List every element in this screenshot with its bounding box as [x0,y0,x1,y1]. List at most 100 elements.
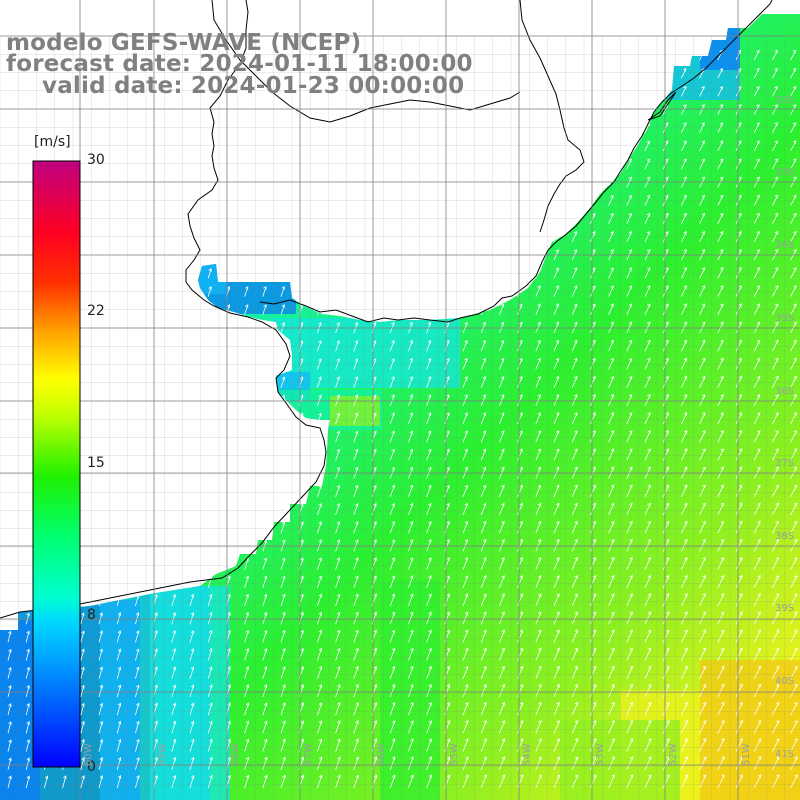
wind-arrow [626,448,633,461]
wind-arrow [571,738,579,752]
wind-arrow [171,304,176,315]
wind-arrow [681,484,688,497]
wind-arrow [717,502,725,516]
wind-arrow [317,448,322,461]
wind-arrow [462,339,468,352]
wind-arrow [389,412,395,425]
wind-arrow [644,756,652,770]
wind-arrow [535,231,541,243]
wind-arrow [244,774,250,789]
colorbar-gradient [32,160,81,768]
wind-arrow [681,520,688,534]
wind-arrow [262,394,267,406]
wind-arrow [262,684,268,698]
wind-arrow [25,268,30,279]
wind-arrow [681,158,687,170]
wind-arrow [717,375,724,388]
wind-arrow [735,412,743,425]
wind-arrow [353,666,359,679]
wind-arrow [462,575,469,588]
wind-arrow [626,104,632,115]
wind-arrow [244,485,249,497]
wind-arrow [207,213,212,224]
wind-arrow [116,702,121,716]
wind-arrow [116,232,121,243]
wind-arrow [735,701,743,716]
wind-arrow [480,122,486,133]
wind-arrow [553,448,560,461]
wind-arrow [790,756,798,770]
wind-arrow [189,720,195,734]
model-title: modelo GEFS-WAVE (NCEP) [6,30,362,56]
wind-arrow [772,212,779,224]
wind-arrow [280,285,285,297]
wind-arrow [98,105,102,115]
wind-arrow [553,50,559,61]
wind-arrow [480,575,487,588]
wind-arrow [135,268,139,279]
wind-arrow [517,394,523,406]
wind-arrow [262,430,267,443]
wind-arrow [207,195,212,206]
wind-arrow [135,738,140,752]
wind-arrow [644,158,651,170]
wind-arrow [80,123,84,133]
wind-arrow [7,503,12,516]
wind-arrow [699,448,706,461]
wind-arrow [244,394,249,406]
wind-arrow [25,630,30,643]
wind-arrow [662,67,669,79]
wind-arrow [280,104,285,115]
wind-arrow [753,502,761,516]
wind-arrow [244,213,249,224]
wind-arrow [590,683,597,698]
wind-arrow [753,575,761,588]
wind-arrow [499,611,505,625]
wind-arrow [116,557,121,570]
wind-arrow [590,665,597,679]
wind-arrow [280,611,286,625]
wind-arrow [116,268,121,279]
wind-arrow [462,702,469,716]
wind-arrow [753,339,761,352]
wind-arrow [699,701,707,716]
wind-arrow [662,774,670,789]
wind-arrow [389,702,396,716]
wind-arrow [389,647,396,661]
wind-arrow [553,303,559,315]
wind-arrow [462,195,468,206]
wind-arrow [7,666,12,679]
wind-arrow [353,177,358,188]
wind-arrow [262,448,267,461]
wind-arrow [499,484,505,497]
wind-arrow [462,358,468,370]
wind-arrow [25,757,30,770]
wind-arrow [517,774,524,789]
wind-arrow [681,212,687,224]
wind-arrow [681,683,688,698]
wind-arrow [116,413,121,425]
wind-arrow [207,485,212,497]
wind-arrow [426,484,432,497]
wind-arrow [608,665,615,679]
wind-arrow [171,612,176,625]
wind-arrow [772,683,780,698]
wind-arrow [335,376,340,388]
wind-arrow [116,141,121,152]
wind-arrow [135,195,139,206]
wind-arrow [480,358,486,370]
wind-arrow [408,394,413,406]
wind-arrow [626,701,634,716]
wind-arrow [371,122,376,133]
wind-arrow [389,122,395,133]
wind-arrow [772,412,779,425]
wind-arrow [408,176,413,188]
wind-arrow [626,647,634,661]
wind-arrow [517,484,523,497]
wind-arrow [116,630,121,643]
wind-arrow [499,520,505,534]
wind-arrow [25,232,29,243]
wind-arrow [790,629,798,643]
wind-arrow [462,213,468,224]
wind-arrow [262,485,267,497]
